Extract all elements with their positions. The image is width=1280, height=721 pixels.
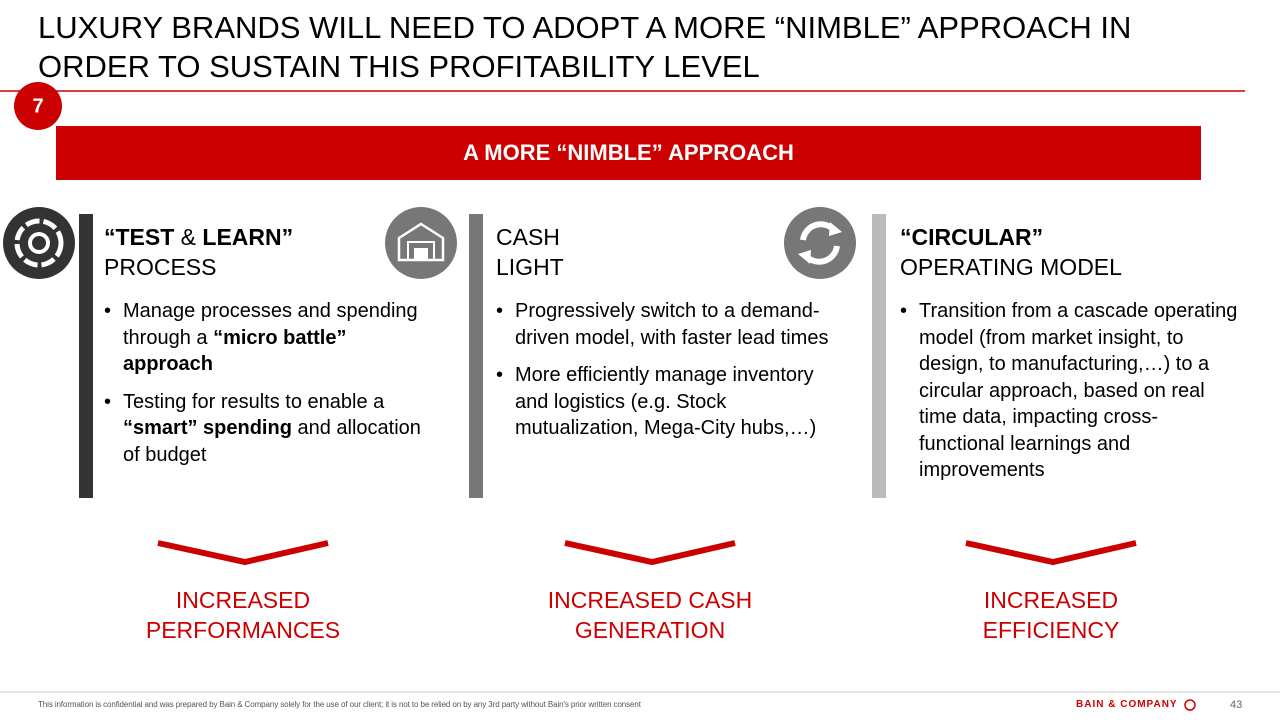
bullet: Progressively switch to a demand-driven … (496, 298, 836, 351)
column-heading: “CIRCULAR” OPERATING MODEL (900, 222, 1240, 282)
column-bar (872, 214, 886, 498)
outcome-line: PERFORMANCES (145, 617, 341, 643)
page-number: 43 (1230, 699, 1243, 711)
outcome-line: GENERATION (574, 617, 726, 643)
text-run: “smart” spending (123, 417, 292, 439)
bullet-list: Transition from a cascade operating mode… (900, 298, 1240, 495)
icon-circular (784, 207, 856, 279)
icon-warehouse (385, 207, 457, 279)
text-run: OPERATING MODEL (900, 254, 1122, 280)
column-heading: “TEST & LEARN” PROCESS (104, 222, 434, 282)
footer-logo: BAIN & COMPANY (1076, 699, 1178, 710)
text-run: Manage processes and spending through a (123, 300, 424, 349)
heading-line: “TEST & LEARN” (104, 222, 434, 252)
outcome-line: INCREASED (175, 587, 311, 613)
text-run: More efficiently manage inventory and lo… (515, 364, 820, 439)
badge (14, 82, 62, 130)
bullet: Transition from a cascade operating mode… (900, 298, 1240, 484)
text-run: CASH (496, 224, 560, 250)
chevron (965, 540, 1137, 566)
badge-text: 7 (32, 95, 43, 117)
column-bar (469, 214, 483, 498)
heading-line: CASH (496, 222, 836, 252)
heading-line: “CIRCULAR” (900, 222, 1240, 252)
outcome-line: INCREASED CASH (547, 587, 753, 613)
outcome-line: EFFICIENCY (982, 617, 1120, 643)
text-run: “CIRCULAR” (900, 224, 1044, 250)
outcome-line: INCREASED (983, 587, 1119, 613)
chevron (564, 540, 736, 566)
heading-line: OPERATING MODEL (900, 252, 1240, 282)
bullet-list: Manage processes and spending through a … (104, 298, 434, 479)
text-run: Progressively switch to a demand-driven … (515, 300, 829, 349)
text-run: LEARN” (202, 224, 294, 250)
text-run: PROCESS (104, 254, 217, 280)
icon-test-learn (3, 207, 75, 279)
logo-mark (1184, 699, 1196, 711)
heading-line: PROCESS (104, 252, 434, 282)
text-run: and allocation of budget (123, 417, 427, 466)
outcome: INCREASED EFFICIENCY (901, 585, 1201, 645)
banner: A MORE “NIMBLE” APPROACH (56, 126, 1201, 180)
outcome: INCREASED PERFORMANCES (93, 585, 393, 645)
text-run: Transition from a cascade operating mode… (919, 300, 1243, 481)
column-bar (79, 214, 93, 498)
text-run: “TEST (104, 224, 175, 250)
column-heading: CASH LIGHT (496, 222, 836, 282)
bullet: More efficiently manage inventory and lo… (496, 362, 836, 442)
bullet: Testing for results to enable a “smart” … (104, 389, 434, 469)
footer-note: This information is confidential and was… (38, 700, 641, 709)
text-run: LIGHT (496, 254, 564, 280)
heading-line: LIGHT (496, 252, 836, 282)
chevron (157, 540, 329, 566)
text-run: Testing for results to enable a (123, 390, 390, 413)
outcome: INCREASED CASH GENERATION (500, 585, 800, 645)
text-run: & (174, 224, 203, 250)
slide-title: LUXURY BRANDS WILL NEED TO ADOPT A MORE … (38, 10, 1132, 84)
bullet: Manage processes and spending through a … (104, 298, 434, 378)
text-run: “micro battle” approach (123, 326, 352, 376)
bullet-list: Progressively switch to a demand-driven … (496, 298, 836, 453)
